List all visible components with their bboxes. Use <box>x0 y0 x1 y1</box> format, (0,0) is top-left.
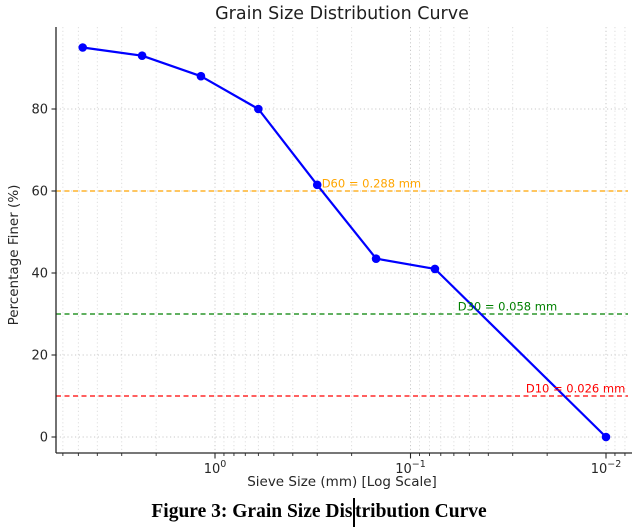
ref-label-D30: D30 = 0.058 mm <box>458 300 557 314</box>
data-point <box>601 432 611 442</box>
grain-size-chart-canvas: D60 = 0.288 mm D30 = 0.058 mm D10 = 0.026 … <box>6 4 632 490</box>
grain-size-figure[interactable]: D60 = 0.288 mm D30 = 0.058 mm D10 = 0.026 … <box>0 0 638 490</box>
text-cursor <box>353 497 355 527</box>
y-tick-label: 20 <box>31 349 48 364</box>
ref-label-D10: D10 = 0.026 mm <box>526 382 625 396</box>
y-axis-label: Percentage Finer (%) <box>6 185 22 326</box>
data-point <box>137 51 147 60</box>
y-tick-label: 60 <box>31 185 48 200</box>
x-tick-label: 10−2 <box>591 459 622 477</box>
grain-size-curve <box>82 46 607 438</box>
data-point <box>78 43 88 52</box>
caption-text-after-cursor: tribution Curve <box>355 501 487 522</box>
data-point <box>430 264 440 274</box>
caption-text-before-cursor: Figure 3: Grain Size Dis <box>151 501 353 522</box>
x-tick-label: 10−1 <box>395 459 426 477</box>
y-tick-label: 0 <box>40 431 48 446</box>
chart-title: Grain Size Distribution Curve <box>215 4 469 24</box>
x-tick-label: 100 <box>204 459 227 477</box>
data-point <box>312 180 322 190</box>
x-axis-label: Sieve Size (mm) [Log Scale] <box>247 474 437 490</box>
y-tick-label: 80 <box>31 103 48 118</box>
data-point <box>371 254 381 263</box>
data-point <box>196 71 206 81</box>
ref-label-D60: D60 = 0.288 mm <box>322 177 421 191</box>
y-tick-label: 40 <box>31 267 48 282</box>
data-point <box>254 104 263 114</box>
figure-caption[interactable]: Figure 3: Grain Size Dis tribution Curve <box>0 492 638 532</box>
